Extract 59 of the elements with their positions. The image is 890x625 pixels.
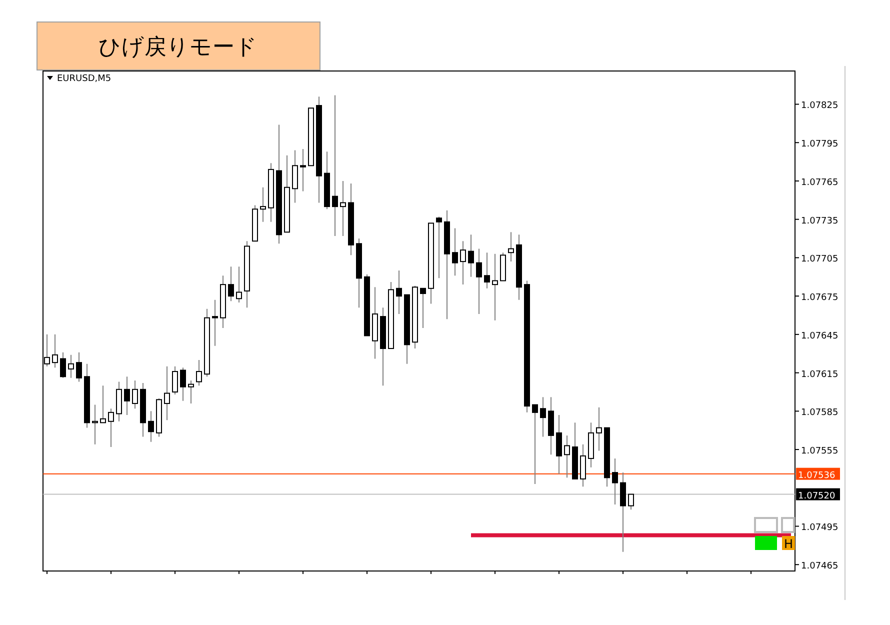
y-tick-label: 1.07825 [801, 101, 838, 112]
y-tick-label: 1.07675 [801, 293, 838, 304]
y-tick-label: 1.07615 [801, 370, 838, 380]
candlestick [212, 299, 218, 346]
y-tick-label: 1.07705 [801, 254, 838, 265]
candlestick [180, 367, 186, 402]
y-tick-label: 1.07465 [801, 562, 838, 572]
y-tick-label: 1.07645 [801, 331, 838, 342]
candlestick [108, 408, 114, 448]
candlestick [292, 150, 298, 204]
candlestick [340, 180, 346, 236]
candlestick [124, 376, 130, 416]
candlestick [420, 288, 426, 329]
candlestick [556, 414, 562, 474]
candlestick [436, 216, 442, 279]
annotation: EURUSD,M5 [57, 74, 112, 84]
candlestick [196, 360, 202, 386]
ref-line-label: 1.07520 [798, 491, 836, 502]
candlestick [564, 434, 570, 478]
candlestick [580, 444, 586, 488]
candlestick [396, 270, 402, 314]
candlestick [76, 352, 82, 382]
candlestick [468, 234, 474, 278]
y-tick-label: 1.07795 [801, 140, 838, 150]
y-tick-label: 1.07585 [801, 408, 838, 418]
candlestick [164, 366, 170, 421]
candlestick [628, 494, 634, 510]
candlestick [332, 94, 338, 236]
y-tick-label: 1.07765 [801, 178, 838, 188]
ref-line-label: 1.07536 [798, 470, 836, 481]
annotation: H [784, 537, 794, 551]
candlestick [260, 186, 266, 222]
candlestick [52, 334, 58, 368]
candlestick [596, 406, 602, 452]
candlestick [92, 404, 98, 445]
candlestick [148, 410, 154, 442]
candlestick [612, 458, 618, 506]
candlestick [300, 148, 306, 192]
candlestick [188, 380, 194, 404]
y-tick-label: 1.07495 [801, 523, 838, 534]
candlestick [476, 248, 482, 314]
candlestick [460, 240, 466, 286]
candlestick [60, 352, 66, 378]
candlestick [236, 266, 242, 303]
candlestick [132, 380, 138, 410]
candlestick [540, 396, 546, 438]
candlestick [484, 252, 490, 289]
y-tick-label: 1.07555 [801, 446, 838, 457]
candlestick [620, 472, 626, 552]
chart-title: ひげ戻りモード [98, 35, 258, 60]
candlestick [172, 366, 178, 396]
candlestick [452, 228, 458, 276]
candlestick [228, 266, 234, 302]
candlestick [100, 385, 106, 424]
candlestick [508, 232, 514, 262]
candlestick [532, 404, 538, 485]
candlestick [68, 354, 74, 378]
y-tick-label: 1.07735 [801, 216, 838, 226]
candlestick [492, 253, 498, 321]
